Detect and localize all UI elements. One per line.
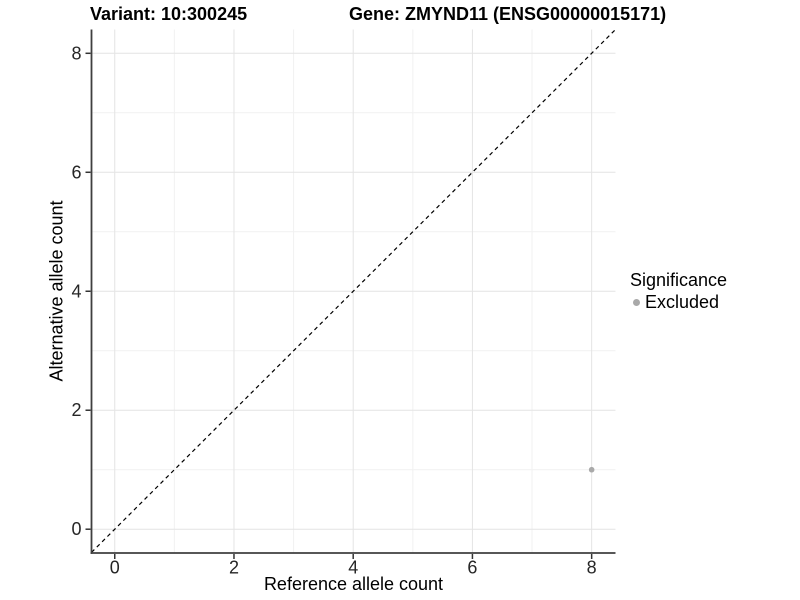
y-tick-label: 8 [71, 43, 81, 63]
legend: Significance Excluded [630, 270, 728, 312]
legend-entry-label: Excluded [645, 292, 720, 312]
y-tick-label: 6 [71, 162, 81, 182]
x-axis-title: Reference allele count [263, 574, 444, 594]
legend-entry-excluded: Excluded [633, 293, 727, 311]
legend-title: Significance [630, 270, 728, 290]
plot-title-gene: Gene: ZMYND11 (ENSG00000015171) [349, 4, 667, 24]
x-tick-label: 6 [467, 558, 477, 578]
x-tick-label: 0 [110, 558, 120, 578]
identity-dashed-line [91, 29, 616, 553]
y-tick-label: 2 [71, 400, 81, 420]
legend-point-icon [633, 298, 640, 306]
y-axis-title: Alternative allele count [46, 200, 67, 382]
x-tick-label: 4 [348, 558, 358, 578]
y-tick-label: 4 [71, 281, 81, 301]
plot-title-variant: Variant: 10:300245 [90, 4, 248, 24]
y-tick-label: 0 [71, 519, 81, 539]
x-tick-label: 2 [229, 558, 239, 578]
data-point [588, 466, 595, 473]
x-tick-label: 8 [587, 558, 597, 578]
